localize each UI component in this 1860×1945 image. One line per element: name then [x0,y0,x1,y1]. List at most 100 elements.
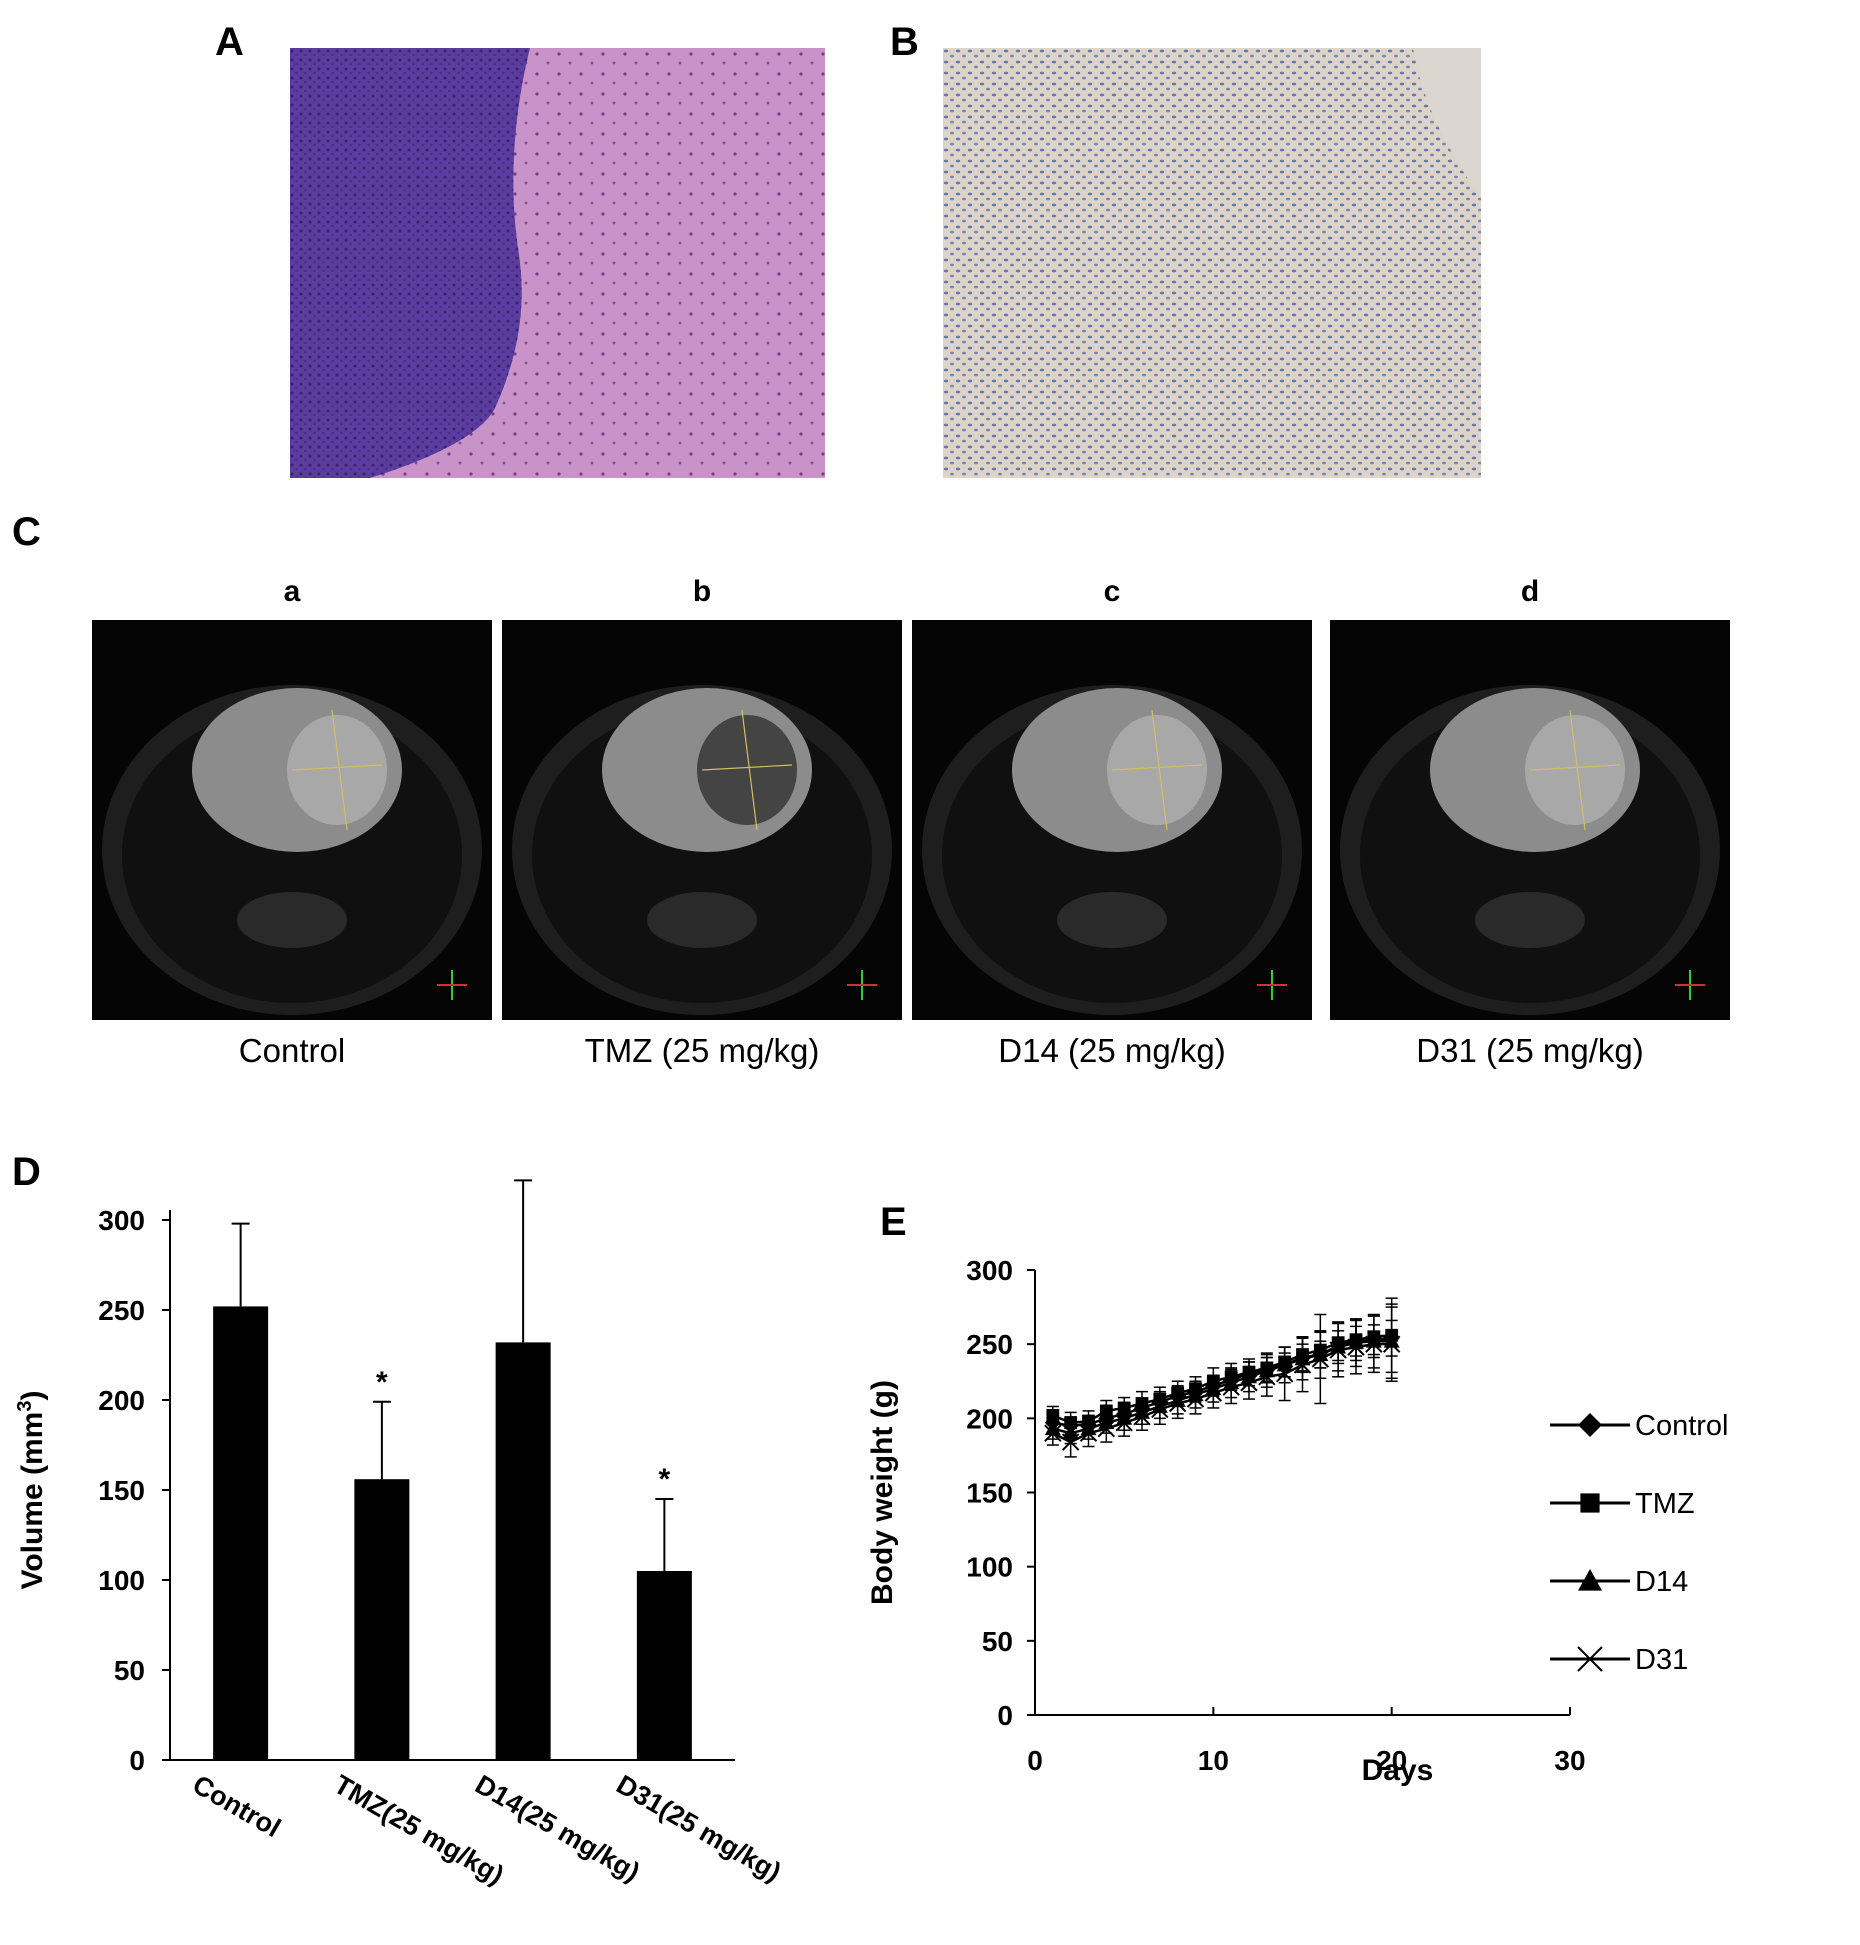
jaw-region [1057,892,1167,948]
panel-label-a: A [215,20,244,64]
line-chart-body-weight: 0 50 100 150 200 250 300 0 10 20 30 Days Body weight… [866,1255,1729,1787]
x-axis-label: Days [1362,1754,1434,1787]
mri-scan [912,620,1312,1020]
measure-line [701,764,793,771]
mri-scan [92,620,492,1020]
ihc-texture [943,48,1481,478]
marker-x [1204,1384,1223,1402]
series-control [1044,1319,1400,1436]
marker-square [1099,1404,1113,1418]
mri-image [912,620,1312,1020]
marker-diamond [1578,1413,1602,1437]
ihc-micrograph [943,48,1481,478]
y-tick-label: 100 [966,1552,1013,1583]
marker-triangle [1578,1569,1602,1591]
x-tick-label: 10 [1198,1745,1229,1776]
y-tick-label: 50 [982,1626,1013,1657]
marker-x [1365,1335,1383,1353]
bar [213,1306,269,1760]
series-line [1052,1342,1392,1444]
he-micrograph [290,48,825,478]
y-tick-label: 300 [966,1255,1013,1286]
mri-sublabel: c [1103,575,1121,608]
y-tick-label: 250 [966,1329,1013,1360]
y-axis-label: Body weight (g) [866,1380,899,1605]
marker-x [1240,1374,1258,1392]
marker-x [1329,1341,1347,1359]
legend-label: D31 [1635,1644,1688,1676]
marker-square [1580,1493,1600,1513]
legend-label: D14 [1635,1566,1688,1598]
marker-x [1382,1335,1401,1353]
measure-line [1529,764,1621,771]
panel-label-b: B [890,20,919,64]
x-tick-label: Control [188,1769,286,1843]
tumor-region [287,715,387,825]
y-axis-label-superscript: 3 [14,1401,36,1412]
x-tick-label: 20 [1376,1745,1407,1776]
x-tick-label: 0 [1027,1745,1043,1776]
measure-line [741,709,758,831]
significance-marker: * [376,1366,388,1399]
marker-x [1097,1420,1116,1438]
panel-label-e: E [880,1200,907,1244]
marker-x [1151,1400,1169,1419]
legend-label: TMZ [1635,1488,1695,1520]
y-tick-label: 150 [98,1475,145,1506]
bar [495,1342,551,1760]
mri-scan [502,620,902,1020]
mri-image [502,620,902,1020]
marker-x [1293,1356,1312,1374]
legend-label: Control [1635,1410,1729,1442]
measure-line [1151,709,1168,831]
series-d31 [1044,1306,1401,1458]
y-tick-label: 250 [98,1295,145,1326]
y-tick-label: 100 [98,1565,145,1596]
marker-x [1186,1390,1205,1408]
marker-x [1044,1424,1062,1442]
mri-caption: TMZ (25 mg/kg) [584,1032,820,1069]
bar [354,1479,410,1760]
mri-caption: D31 (25 mg/kg) [1416,1032,1644,1069]
marker-x [1347,1338,1365,1356]
marker-x [1311,1350,1330,1368]
y-tick-label: 200 [966,1403,1013,1434]
panel-label-c: C [12,510,41,554]
mri-sublabel: a [283,575,301,608]
marker-x [1061,1433,1080,1451]
series-tmz [1046,1297,1399,1434]
measure-line [1111,764,1203,771]
marker-x [1222,1378,1240,1396]
mri-scan [1330,620,1730,1020]
bar [636,1571,692,1760]
x-tick-label: 30 [1554,1745,1585,1776]
marker-x [1168,1394,1187,1413]
mri-image [92,620,492,1020]
tumor-region [1525,715,1625,825]
marker-x [1115,1414,1133,1432]
marker-x [1079,1424,1098,1442]
jaw-region [1475,892,1585,948]
mri-sublabel: d [1520,575,1540,608]
measure-line [331,709,348,831]
mri-image [1330,620,1730,1020]
y-tick-label: 50 [114,1655,145,1686]
series-d14 [1044,1303,1400,1445]
marker-x [1258,1368,1276,1386]
he-texture [290,48,825,478]
y-tick-label: 200 [98,1385,145,1416]
jaw-region [237,892,347,948]
marker-x [1275,1365,1294,1383]
measure-line [1569,709,1586,831]
measure-line [291,764,383,771]
significance-marker: * [659,1463,671,1496]
y-tick-label: 150 [966,1478,1013,1509]
tumor-region [1107,715,1207,825]
mri-caption: Control [238,1032,346,1069]
marker-x [1133,1408,1151,1426]
tumor-region [697,715,797,825]
panel-label-d: D [12,1150,41,1194]
y-tick-label: 300 [98,1205,145,1236]
mri-caption: D14 (25 mg/kg) [998,1032,1226,1069]
